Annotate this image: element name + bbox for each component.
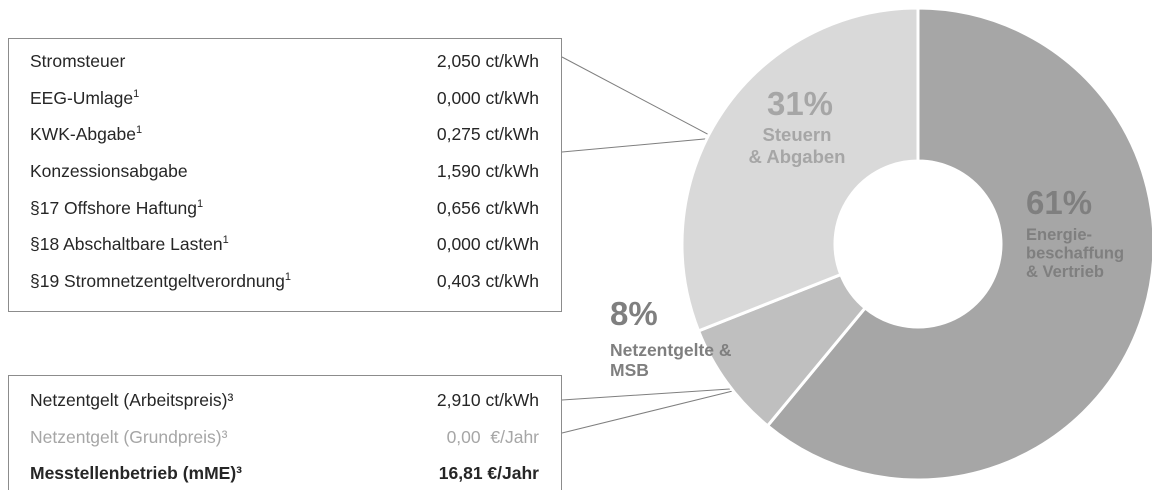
grid-row-messtellenbetrieb: Messtellenbetrieb (mME)³ 16,81 €/Jahr (9, 458, 561, 488)
slice-category-label-energie: & Vertrieb (1026, 263, 1104, 281)
tax-row-stromnetzentgeltverordnung: §19 Stromnetzentgeltverordnung1 0,403 ct… (9, 266, 561, 296)
slice-category-label-netz: Netzentgelte & (610, 340, 732, 360)
donut-slice-energie (765, 6, 1152, 482)
tax-row-konzessionsabgabe: Konzessionsabgabe 1,590 ct/kWh (9, 156, 561, 186)
grid-row-grundpreis: Netzentgelt (Grundpreis)³ 0,00 €/Jahr (9, 422, 561, 452)
donut-slices (680, 6, 1152, 482)
tax-row-label: §19 Stromnetzentgeltverordnung1 (30, 271, 292, 291)
grid-row-value: 0,00 €/Jahr (446, 427, 539, 447)
grid-fee-table: Netzentgelt (Arbeitspreis)³ 2,910 ct/kWh… (8, 375, 562, 490)
slice-category-label-netz: MSB (610, 360, 649, 380)
tax-row-value: 1,590 ct/kWh (436, 161, 539, 181)
grid-row-label: Messtellenbetrieb (mME)³ (30, 463, 242, 483)
slice-percent-label-netz: 8% (610, 295, 658, 332)
grid-row-label: Netzentgelt (Arbeitspreis)³ (30, 390, 234, 410)
tax-row-label: Stromsteuer (30, 51, 126, 71)
grid-row-arbeitspreis: Netzentgelt (Arbeitspreis)³ 2,910 ct/kWh (9, 385, 561, 415)
tax-row-eeg-umlage: EEG-Umlage1 0,000 ct/kWh (9, 83, 561, 113)
tax-levy-table: Stromsteuer 2,050 ct/kWh EEG-Umlage1 0,0… (8, 38, 562, 312)
grid-row-value: 2,910 ct/kWh (436, 390, 539, 410)
slice-category-label-steuern: & Abgaben (749, 146, 846, 167)
tax-row-value: 0,000 ct/kWh (436, 234, 539, 254)
slice-category-label-steuern: Steuern (763, 124, 832, 145)
donut-slice-steuern (680, 6, 920, 333)
slice-percent-label-energie: 61% (1026, 184, 1092, 221)
tax-row-label: Konzessionsabgabe (30, 161, 188, 181)
tax-row-value: 0,656 ct/kWh (436, 198, 539, 218)
grid-row-label: Netzentgelt (Grundpreis)³ (30, 427, 228, 447)
donut-labels: 61% Energie-beschaffung& Vertrieb 8% Netzen… (610, 85, 1124, 380)
grid-row-value: 16,81 €/Jahr (438, 463, 539, 483)
footnote-marker: 1 (136, 124, 143, 136)
tax-row-label: §17 Offshore Haftung1 (30, 198, 204, 218)
tax-row-value: 0,403 ct/kWh (436, 271, 539, 291)
footnote-marker: 1 (197, 198, 204, 210)
tax-row-offshore-haftung: §17 Offshore Haftung1 0,656 ct/kWh (9, 193, 561, 223)
slice-percent-label-steuern: 31% (767, 85, 833, 122)
tax-row-label: EEG-Umlage1 (30, 88, 140, 108)
tax-row-abschaltbare-lasten: §18 Abschaltbare Lasten1 0,000 ct/kWh (9, 229, 561, 259)
tax-row-value: 0,000 ct/kWh (436, 88, 539, 108)
tax-row-label: §18 Abschaltbare Lasten1 (30, 234, 229, 254)
slice-category-label-energie: Energie- (1026, 226, 1092, 244)
tax-row-stromsteuer: Stromsteuer 2,050 ct/kWh (9, 46, 561, 76)
footnote-marker: 1 (133, 88, 140, 100)
tax-row-label: KWK-Abgabe1 (30, 124, 143, 144)
footnote-marker: 1 (284, 271, 292, 283)
footnote-marker: 1 (222, 234, 229, 246)
tax-row-value: 2,050 ct/kWh (436, 51, 539, 71)
tax-row-kwk-abgabe: KWK-Abgabe1 0,275 ct/kWh (9, 119, 561, 149)
tax-row-value: 0,275 ct/kWh (436, 124, 539, 144)
slice-category-label-energie: beschaffung (1026, 245, 1124, 263)
grid-callout-connector (561, 387, 746, 434)
tax-callout-connector (561, 56, 717, 153)
